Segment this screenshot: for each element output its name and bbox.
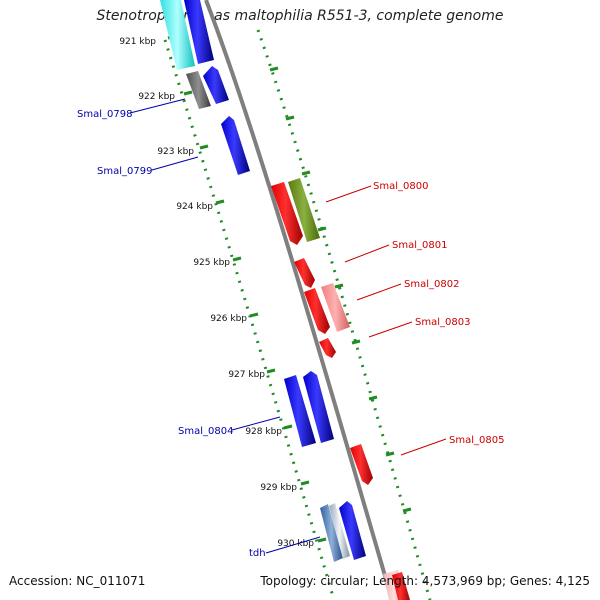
ruler-tick: [334, 283, 344, 289]
gene-smal-0804: [284, 375, 316, 447]
ruler-tick: [266, 368, 276, 374]
tick-label: 925 kbp: [193, 258, 230, 268]
gene-smal-0801: [294, 258, 315, 288]
gene-smal-0800: [271, 182, 303, 245]
label-leader: [151, 156, 199, 171]
ruler-tick: [215, 199, 225, 205]
ruler-tick: [317, 226, 327, 232]
ruler-tick: [301, 170, 311, 176]
gene-tdh-b: [329, 503, 350, 559]
gene-smal-0803: [319, 338, 336, 358]
gene-label[interactable]: Smal_0802: [404, 279, 459, 290]
gene-label[interactable]: Smal_0798: [77, 109, 132, 120]
tick-label: 923 kbp: [157, 147, 194, 157]
ruler-tick: [385, 451, 395, 457]
genome-backbone: [194, 0, 395, 600]
gene-feature: [339, 501, 366, 560]
topology-text: Topology: circular; Length: 4,573,969 bp…: [260, 574, 590, 588]
gene-smal-0804b: [303, 371, 334, 443]
gene-label[interactable]: Smal_0803: [415, 317, 470, 328]
gene-label[interactable]: Smal_0804: [178, 426, 233, 437]
ruler-tick: [283, 424, 293, 430]
ruler-tick: [351, 339, 361, 345]
label-leader: [368, 321, 413, 338]
gene-smal-0802b: [321, 283, 350, 332]
gene-tdh: [320, 504, 343, 562]
ruler-ticks: [167, 34, 412, 543]
gene-smal-0802: [304, 288, 330, 334]
label-leader: [231, 416, 281, 431]
gene-label[interactable]: Smal_0801: [392, 240, 447, 251]
ruler-tick: [300, 480, 310, 486]
accession-text: Accession: NC_011071: [9, 574, 146, 588]
label-leader: [356, 283, 402, 301]
tick-label: 924 kbp: [176, 202, 213, 212]
gene-label[interactable]: Smal_0799: [97, 166, 152, 177]
label-leader: [325, 185, 372, 203]
label-leader: [344, 244, 390, 263]
ruler-tick: [183, 90, 193, 96]
gene-feature: [203, 66, 229, 104]
genome-backbone-line: [204, 0, 394, 600]
tick-label: 929 kbp: [260, 483, 297, 493]
tick-label: 921 kbp: [119, 37, 156, 47]
label-leader: [129, 98, 186, 114]
ruler-tick: [199, 144, 209, 150]
tick-label: 926 kbp: [210, 314, 247, 324]
gene-smal-0805: [350, 444, 373, 485]
label-leader: [265, 536, 321, 554]
gene-feature: [392, 572, 410, 600]
gene-label[interactable]: tdh: [249, 548, 266, 559]
gene-smal-0799: [221, 116, 250, 175]
ruler-tick: [368, 395, 378, 401]
gene-feature: [160, 0, 195, 70]
gene-label[interactable]: Smal_0800: [373, 181, 428, 192]
gene-smal-0798: [186, 71, 211, 109]
ruler-tick: [402, 507, 412, 513]
gene-label[interactable]: Smal_0805: [449, 435, 504, 446]
label-leader: [400, 438, 447, 456]
ruler-tick: [317, 537, 327, 543]
ruler-tick: [285, 115, 295, 121]
gene-smal-0800b: [288, 178, 320, 242]
tick-label: 922 kbp: [138, 92, 175, 102]
gene-feature: [184, 0, 214, 64]
ruler-tick: [269, 66, 279, 72]
ruler-tick: [232, 256, 242, 262]
ruler-tick: [249, 312, 259, 318]
tick-label: 928 kbp: [245, 427, 282, 437]
tick-label: 927 kbp: [228, 370, 265, 380]
